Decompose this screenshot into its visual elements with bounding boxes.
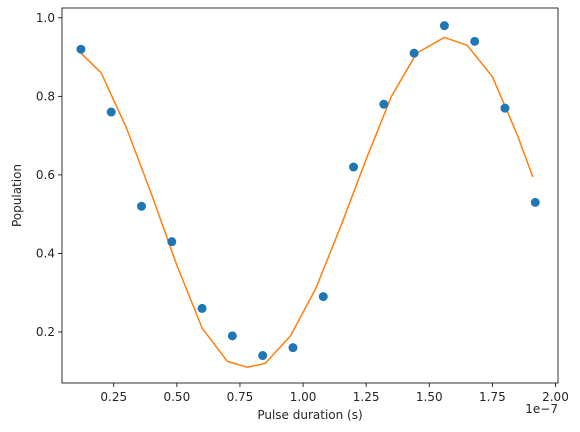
x-axis-offset-text: 1e−7	[525, 402, 558, 416]
data-point	[500, 103, 510, 113]
data-point	[197, 303, 207, 313]
x-tick-label: 0.25	[100, 390, 127, 404]
plot-area	[76, 21, 540, 369]
data-point	[167, 237, 177, 247]
x-axis-label: Pulse duration (s)	[257, 408, 362, 422]
data-point	[76, 44, 86, 54]
x-tick-label: 0.50	[163, 390, 190, 404]
data-points-layer	[76, 21, 540, 361]
y-tick-label: 0.6	[36, 168, 55, 182]
x-tick-label: 2.00	[542, 390, 569, 404]
data-point	[137, 201, 147, 211]
data-point	[106, 107, 116, 117]
y-tick-label: 0.4	[36, 246, 55, 260]
data-point	[379, 99, 389, 109]
data-point	[318, 292, 328, 302]
x-tick-label: 1.00	[290, 390, 317, 404]
y-tick-label: 0.2	[36, 325, 55, 339]
y-tick-label: 1.0	[36, 11, 55, 25]
x-tick-label: 0.75	[227, 390, 254, 404]
data-point	[288, 343, 298, 353]
data-point	[258, 351, 268, 361]
x-tick-label: 1.75	[479, 390, 506, 404]
x-axis-ticks: 0.25 0.50 0.75 1.00 1.25 1.50 1.75 2.00	[100, 383, 569, 404]
fit-line-layer	[80, 36, 534, 369]
data-point	[349, 162, 359, 172]
fit-curve	[80, 36, 534, 369]
x-tick-label: 1.50	[416, 390, 443, 404]
y-axis-label: Population	[10, 164, 24, 227]
x-tick-label: 1.25	[353, 390, 380, 404]
y-axis-ticks: 0.2 0.4 0.6 0.8 1.0	[36, 11, 62, 339]
data-point	[227, 331, 237, 341]
data-point	[530, 197, 540, 207]
axes-frame	[61, 7, 559, 384]
data-point	[439, 21, 449, 31]
data-point	[470, 36, 480, 46]
data-point	[409, 48, 419, 58]
y-tick-label: 0.8	[36, 89, 55, 103]
